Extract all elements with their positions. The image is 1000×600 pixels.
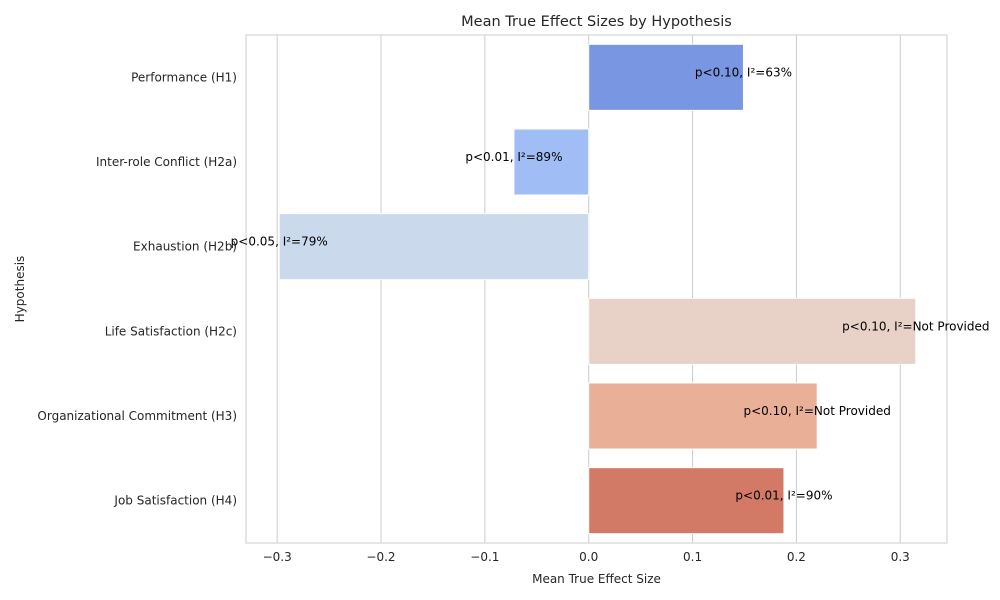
bar-annotation: p<0.10, I²=63% [695,65,792,79]
bar [588,467,785,535]
bar [278,213,590,281]
bar-annotation: p<0.10, I²=Not Provided [842,319,989,333]
y-tick-label: Performance (H1) [131,70,237,84]
y-tick-label: Organizational Commitment (H3) [37,409,237,423]
plot-border [245,34,948,544]
bar [588,297,917,365]
x-axis-ticks: −0.3 −0.2 −0.1 0.0 0.1 0.2 0.3 [263,550,910,564]
chart-title: Mean True Effect Sizes by Hypothesis [461,14,732,30]
x-tick-label: 0.0 [579,550,598,564]
y-tick-label: Job Satisfaction (H4) [113,494,237,508]
bar [513,128,590,196]
bar [588,43,744,111]
x-tick-label: 0.3 [891,550,910,564]
y-axis-tick-labels: Performance (H1) Inter-role Conflict (H2a… [37,70,237,507]
bar-annotation: p<0.01, I²=90% [735,489,832,503]
x-tick-label: −0.1 [470,550,499,564]
x-tick-label: 0.1 [683,550,702,564]
bar-annotation: p<0.05, I²=79% [231,235,328,249]
x-tick-label: −0.3 [263,550,292,564]
bars [278,43,917,535]
grid-lines [276,35,901,543]
y-tick-label: Life Satisfaction (H2c) [105,324,237,338]
bar-annotations: p<0.10, I²=63% p<0.01, I²=89% p<0.05, I²=7… [231,65,990,502]
plot-frame [245,34,948,544]
bar-annotation: p<0.10, I²=Not Provided [744,404,891,418]
x-tick-label: −0.2 [366,550,395,564]
bar-annotation: p<0.01, I²=89% [465,150,562,164]
bar [588,382,818,450]
x-tick-label: 0.2 [787,550,806,564]
y-tick-label: Inter-role Conflict (H2a) [96,155,237,169]
x-axis-title: Mean True Effect Size [532,572,661,586]
y-axis-title: Hypothesis [13,256,27,323]
y-tick-label: Exhaustion (H2b) [133,240,237,254]
